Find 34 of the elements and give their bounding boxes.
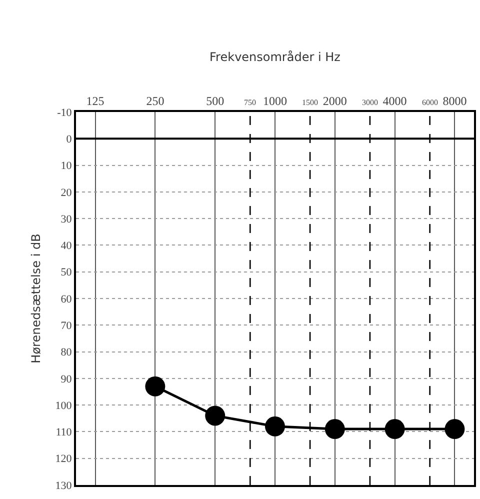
y-tick-label: 0 [66,133,72,146]
y-tick-label: 30 [60,213,72,226]
y-tick-label: 130 [55,480,72,492]
x-tick-label: 4000 [382,94,407,108]
y-tick-label: 70 [60,320,72,332]
y-tick-label: 20 [60,186,72,199]
ref-line-label: 1500 [302,98,318,107]
x-tick-label: 1000 [263,94,287,108]
x-tick-label: 500 [206,94,224,108]
point [205,406,226,426]
y-tick-label: 120 [55,453,72,466]
y-tick-label: 60 [60,293,72,306]
ref-line-label: 3000 [362,98,378,107]
y-tick-label: 110 [56,426,72,439]
x-tick-label: 250 [146,94,164,108]
point [444,419,465,440]
point [324,419,345,440]
y-tick-label: -10 [57,106,72,119]
point [145,376,166,396]
point [384,419,405,440]
y-tick-label: 10 [60,160,72,172]
x-tick-label: 125 [86,94,104,108]
y-tick-label: 80 [60,346,72,359]
ref-line-label: 750 [244,98,256,107]
ref-line-label: 6000 [422,98,438,107]
point [265,416,285,436]
y-tick-label: 90 [60,373,72,386]
y-tick-label: 40 [60,240,72,252]
y-tick-label: 50 [60,266,72,279]
y-axis-title: Hørenedsættelse i dB [29,234,44,364]
x-tick-label: 2000 [322,94,347,108]
x-tick-label: 8000 [442,94,467,108]
x-axis-title: Frekvensområder i Hz [210,50,340,64]
y-tick-label: 100 [55,400,72,412]
